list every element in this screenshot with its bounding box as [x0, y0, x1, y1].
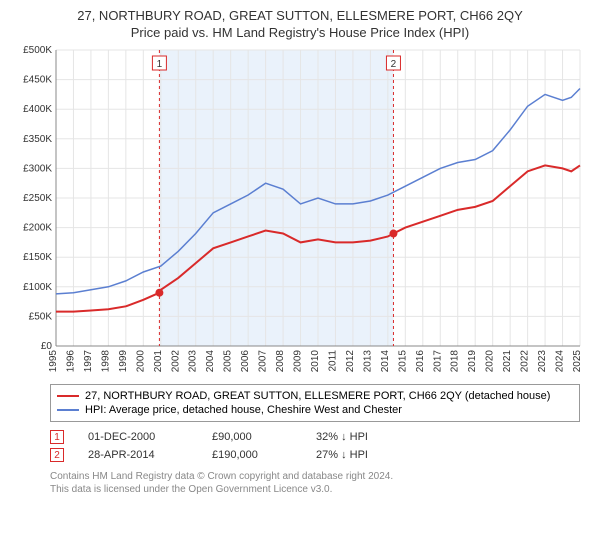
- svg-text:£400K: £400K: [23, 104, 52, 115]
- svg-text:£200K: £200K: [23, 223, 52, 234]
- svg-text:1996: 1996: [65, 350, 76, 373]
- svg-text:2002: 2002: [170, 350, 181, 373]
- svg-text:2003: 2003: [188, 350, 199, 373]
- svg-text:£350K: £350K: [23, 134, 52, 145]
- svg-text:2025: 2025: [572, 350, 583, 373]
- svg-text:2009: 2009: [293, 350, 304, 373]
- svg-text:2017: 2017: [432, 350, 443, 373]
- sale-date-2: 28-APR-2014: [88, 449, 188, 461]
- sale-delta-1: 32% ↓ HPI: [316, 431, 406, 443]
- sale-marker-1: 1: [50, 430, 64, 444]
- footer: Contains HM Land Registry data © Crown c…: [50, 470, 590, 496]
- svg-text:2024: 2024: [555, 350, 566, 373]
- svg-text:£100K: £100K: [23, 282, 52, 293]
- svg-text:£500K: £500K: [23, 46, 52, 56]
- chart-container: 27, NORTHBURY ROAD, GREAT SUTTON, ELLESM…: [0, 0, 600, 502]
- legend-swatch-property: [57, 395, 79, 397]
- svg-text:2018: 2018: [450, 350, 461, 373]
- sale-price-2: £190,000: [212, 449, 292, 461]
- svg-text:2: 2: [391, 59, 397, 70]
- svg-text:1995: 1995: [48, 350, 59, 373]
- svg-text:2000: 2000: [135, 350, 146, 373]
- sale-row-1: 1 01-DEC-2000 £90,000 32% ↓ HPI: [50, 428, 590, 446]
- svg-text:2016: 2016: [415, 350, 426, 373]
- svg-text:2022: 2022: [520, 350, 531, 373]
- sale-delta-2: 27% ↓ HPI: [316, 449, 406, 461]
- legend: 27, NORTHBURY ROAD, GREAT SUTTON, ELLESM…: [50, 384, 580, 422]
- sale-date-1: 01-DEC-2000: [88, 431, 188, 443]
- svg-text:2008: 2008: [275, 350, 286, 373]
- svg-text:£50K: £50K: [29, 311, 53, 322]
- svg-text:1997: 1997: [83, 350, 94, 373]
- svg-text:1998: 1998: [100, 350, 111, 373]
- plot-area: £0£50K£100K£150K£200K£250K£300K£350K£400…: [10, 46, 590, 376]
- svg-text:2007: 2007: [258, 350, 269, 373]
- chart-title: 27, NORTHBURY ROAD, GREAT SUTTON, ELLESM…: [10, 8, 590, 23]
- sale-row-2: 2 28-APR-2014 £190,000 27% ↓ HPI: [50, 446, 590, 464]
- svg-text:2020: 2020: [485, 350, 496, 373]
- legend-swatch-hpi: [57, 409, 79, 411]
- svg-text:2011: 2011: [327, 350, 338, 372]
- svg-text:2015: 2015: [397, 350, 408, 373]
- line-chart-svg: £0£50K£100K£150K£200K£250K£300K£350K£400…: [10, 46, 590, 376]
- footer-line-2: This data is licensed under the Open Gov…: [50, 483, 590, 496]
- legend-label-hpi: HPI: Average price, detached house, Ches…: [85, 404, 402, 416]
- svg-text:2013: 2013: [362, 350, 373, 373]
- svg-text:2014: 2014: [380, 350, 391, 373]
- svg-text:1: 1: [157, 59, 163, 70]
- svg-text:1999: 1999: [118, 350, 129, 373]
- chart-subtitle: Price paid vs. HM Land Registry's House …: [10, 25, 590, 40]
- svg-text:2021: 2021: [502, 350, 513, 373]
- sale-marker-2: 2: [50, 448, 64, 462]
- svg-text:£150K: £150K: [23, 252, 52, 263]
- svg-text:£300K: £300K: [23, 163, 52, 174]
- svg-text:2010: 2010: [310, 350, 321, 373]
- svg-text:2012: 2012: [345, 350, 356, 373]
- svg-text:£250K: £250K: [23, 193, 52, 204]
- footer-line-1: Contains HM Land Registry data © Crown c…: [50, 470, 590, 483]
- svg-text:2004: 2004: [205, 350, 216, 373]
- legend-label-property: 27, NORTHBURY ROAD, GREAT SUTTON, ELLESM…: [85, 390, 550, 402]
- sales-table: 1 01-DEC-2000 £90,000 32% ↓ HPI 2 28-APR…: [50, 428, 590, 464]
- svg-text:2023: 2023: [537, 350, 548, 373]
- svg-text:£450K: £450K: [23, 75, 52, 86]
- legend-row-hpi: HPI: Average price, detached house, Ches…: [57, 403, 573, 417]
- svg-text:2019: 2019: [467, 350, 478, 373]
- svg-text:2006: 2006: [240, 350, 251, 373]
- sale-price-1: £90,000: [212, 431, 292, 443]
- svg-text:2001: 2001: [153, 350, 164, 373]
- legend-row-property: 27, NORTHBURY ROAD, GREAT SUTTON, ELLESM…: [57, 389, 573, 403]
- svg-text:2005: 2005: [223, 350, 234, 373]
